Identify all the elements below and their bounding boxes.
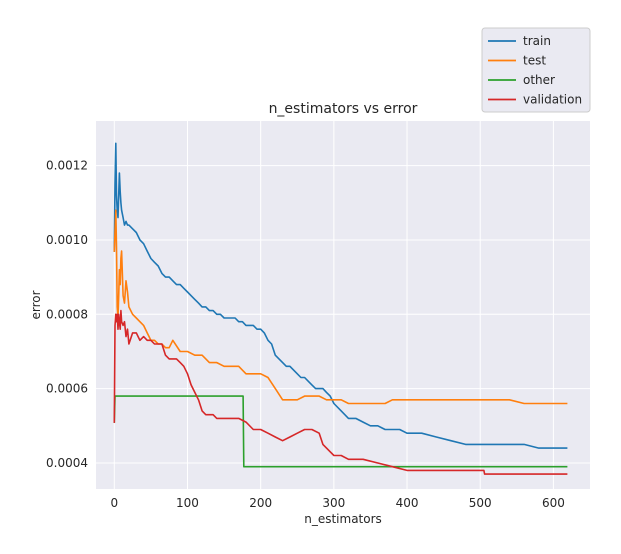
series-line-validation (113, 309, 568, 475)
x-tick-label: 500 (469, 496, 492, 510)
chart-title: n_estimators vs error (269, 101, 418, 117)
series-line-other (113, 395, 568, 468)
x-tick-label: 300 (322, 496, 345, 510)
y-tick-label: 0.0006 (46, 382, 88, 396)
series-layer (113, 142, 568, 475)
y-tick-label: 0.0012 (46, 159, 88, 173)
x-tick-label: 0 (110, 496, 118, 510)
x-tick-label: 100 (176, 496, 199, 510)
x-axis-ticks: 0 100 200 300 400 500 600 (110, 496, 564, 510)
x-tick-label: 400 (396, 496, 419, 510)
y-axis-label: error (29, 290, 43, 319)
legend-box (481, 27, 591, 113)
plot-area (96, 121, 590, 489)
legend-label-test: test (523, 54, 546, 68)
legend-label-train: train (523, 34, 551, 48)
x-axis-label: n_estimators (304, 512, 382, 526)
x-tick-label: 200 (249, 496, 272, 510)
x-tick-label: 600 (542, 496, 565, 510)
series-line-test (113, 209, 568, 405)
legend-label-validation: validation (523, 93, 582, 107)
legend: train test other validation (481, 27, 591, 113)
series-line-train (113, 142, 568, 449)
legend-label-other: other (523, 73, 555, 87)
y-tick-label: 0.0004 (46, 456, 88, 470)
y-axis-ticks: 0.0004 0.0006 0.0008 0.0010 0.0012 (46, 159, 88, 470)
grid (96, 121, 590, 489)
y-tick-label: 0.0010 (46, 233, 88, 247)
y-tick-label: 0.0008 (46, 307, 88, 321)
